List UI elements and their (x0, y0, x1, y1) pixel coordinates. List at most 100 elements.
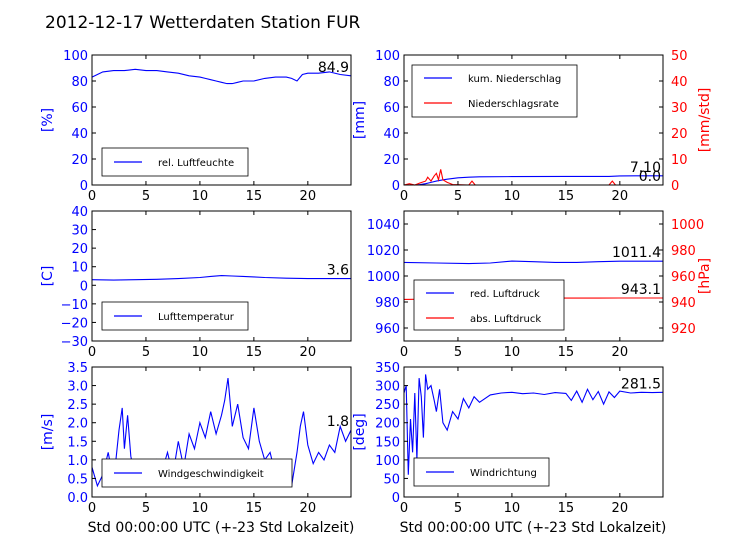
series-line (403, 374, 664, 475)
y-tick-label: 1.0 (67, 454, 88, 469)
y2-tick-label: 10 (671, 153, 688, 168)
y2-tick-label: 20 (671, 127, 688, 142)
legend-box (413, 279, 565, 331)
y-tick-label: 80 (71, 75, 88, 90)
y-tick-label: 2.0 (67, 417, 88, 432)
legend-label: rel. Luftfeuchte (158, 158, 234, 169)
y2-axis-label: [mm/std] (697, 88, 713, 153)
last-value-label: 1011.4 (612, 245, 661, 261)
series-line (91, 68, 352, 85)
y-tick-label: 60 (71, 101, 88, 116)
x-tick-label: 0 (400, 345, 408, 360)
y-tick-label: 0.5 (67, 472, 88, 487)
x-tick-label: 15 (246, 189, 263, 204)
y-tick-label: 50 (383, 472, 400, 487)
x-tick-label: 15 (246, 501, 263, 516)
x-axis-label-right: Std 00:00:00 UTC (+-23 Std Lokalzeit) (400, 520, 667, 536)
x-tick-label: 5 (142, 345, 150, 360)
panel-1: 0 5 10 15 20 0 20 40 60 80 100 [%] 84.9 rel. Luftfeuc… (40, 49, 352, 204)
series-line (91, 275, 351, 281)
y-tick-label: 20 (383, 153, 400, 168)
y-axis-label: [%] (40, 108, 56, 132)
y-tick-label: 100 (63, 49, 88, 64)
legend-label: Windgeschwindigkeit (158, 469, 264, 480)
y-tick-label: 0.0 (67, 491, 88, 506)
x-tick-label: 10 (192, 189, 209, 204)
x-tick-label: 20 (300, 189, 317, 204)
y-tick-label: 60 (383, 101, 400, 116)
panel-3: 0 5 10 15 20 −30 −20 −10 0 10 20 30 40 [C] 3.6 Lufttemp… (40, 205, 352, 360)
series-line (91, 378, 352, 488)
y-tick-label: 20 (71, 153, 88, 168)
y-tick-label: 250 (375, 398, 400, 413)
legend-label: Windrichtung (470, 468, 537, 479)
x-tick-label: 0 (88, 189, 96, 204)
y-tick-label: 200 (375, 417, 400, 432)
x-tick-label: 15 (558, 189, 575, 204)
panel-5: 0 5 10 15 20 0.0 0.5 1.0 1.5 2.0 2.5 3.0 3.5 [m/s] 1.8… (40, 361, 352, 516)
y-tick-label: 100 (375, 49, 400, 64)
x-tick-label: 10 (504, 345, 521, 360)
y-tick-label: 0 (392, 179, 400, 194)
last-value-label-2: 0.0 (639, 169, 661, 185)
panel-2: 0 5 10 15 20 0 20 40 60 80 100 0 10 20 30 40 50 [mm] [mm/s… (352, 49, 713, 204)
y-axis-label: [mm] (352, 101, 368, 139)
x-tick-label: 20 (612, 189, 629, 204)
x-tick-label: 15 (558, 345, 575, 360)
legend-box (411, 64, 578, 118)
plot-frame (91, 54, 352, 186)
y-tick-label: 3.5 (67, 361, 88, 376)
y-tick-label: 100 (375, 454, 400, 469)
y-tick-label: 960 (375, 322, 400, 337)
y-tick-label: −10 (61, 298, 88, 313)
x-tick-label: 10 (504, 189, 521, 204)
y-tick-label: 40 (71, 127, 88, 142)
y-tick-label: 30 (71, 224, 88, 239)
x-tick-label: 0 (88, 345, 96, 360)
plot-frame (91, 366, 352, 498)
y-tick-label: 3.0 (67, 380, 88, 395)
y2-tick-label: 0 (671, 179, 679, 194)
y-axis-label: [m/s] (40, 414, 56, 451)
legend-label: abs. Luftdruck (470, 314, 541, 325)
y2-tick-label: 940 (671, 296, 696, 311)
panel-4: 0 5 10 15 20 960 980 1000 1020 1040 920 940 960 980 10… (367, 210, 713, 360)
series-line (403, 260, 663, 265)
y-tick-label: 0 (80, 279, 88, 294)
y-axis-label: [deg] (352, 413, 368, 450)
legend-label: red. Luftdruck (470, 289, 540, 300)
y-tick-label: 1040 (367, 218, 400, 233)
y-tick-label: 40 (383, 127, 400, 142)
x-tick-label: 20 (300, 345, 317, 360)
x-tick-label: 20 (300, 501, 317, 516)
panel-6: 0 5 10 15 20050100150200250300350[deg]281.5W… (352, 361, 664, 516)
legend-label: Lufttemperatur (158, 312, 235, 323)
y2-tick-label: 1000 (671, 218, 704, 233)
last-value-label: 281.5 (621, 376, 661, 392)
y2-axis-label: [hPa] (697, 258, 713, 294)
x-tick-label: 0 (400, 189, 408, 204)
plot-frame (403, 366, 664, 498)
series-line (403, 169, 663, 186)
figure-title: 2012-12-17 Wetterdaten Station FUR (45, 13, 361, 33)
y-tick-label: −30 (61, 335, 88, 350)
x-tick-label: 15 (558, 501, 575, 516)
x-axis-label-left: Std 00:00:00 UTC (+-23 Std Lokalzeit) (88, 520, 355, 536)
y2-tick-label: 30 (671, 101, 688, 116)
x-tick-label: 10 (192, 501, 209, 516)
x-tick-label: 5 (454, 345, 462, 360)
y-tick-label: 10 (71, 261, 88, 276)
last-value-label: 7.10 (630, 160, 661, 176)
y-tick-label: 350 (375, 361, 400, 376)
x-tick-label: 0 (400, 501, 408, 516)
last-value-label: 3.6 (327, 263, 349, 279)
legend-label: kum. Niederschlag (468, 74, 561, 85)
last-value-label-2: 943.1 (621, 282, 661, 298)
x-tick-label: 5 (142, 189, 150, 204)
y-tick-label: 1020 (367, 244, 400, 259)
y-tick-label: 150 (375, 435, 400, 450)
x-tick-label: 15 (246, 345, 263, 360)
y-tick-label: 300 (375, 380, 400, 395)
x-tick-label: 5 (142, 501, 150, 516)
